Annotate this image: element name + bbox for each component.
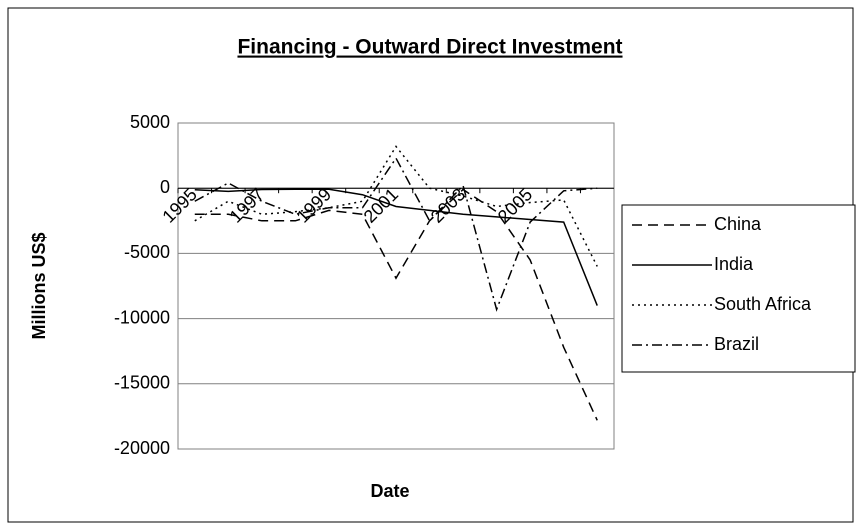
series-line [194,188,598,306]
y-tick-label: 0 [160,177,170,197]
series-line [194,145,598,267]
y-axis-label: Millions US$ [29,232,49,339]
y-tick-label: -20000 [114,438,170,458]
series-line [194,188,598,421]
legend-label: Brazil [714,334,759,354]
y-tick-label: -10000 [114,307,170,327]
chart-title: Financing - Outward Direct Investment [237,36,622,59]
legend-label: China [714,214,762,234]
legend-label: India [714,254,754,274]
y-tick-label: -5000 [124,242,170,262]
legend [621,204,856,373]
y-tick-label: -15000 [114,373,170,393]
x-axis-label: Date [370,481,409,501]
legend-label: South Africa [714,294,812,314]
y-tick-label: 5000 [130,112,170,132]
series-line [194,156,598,312]
